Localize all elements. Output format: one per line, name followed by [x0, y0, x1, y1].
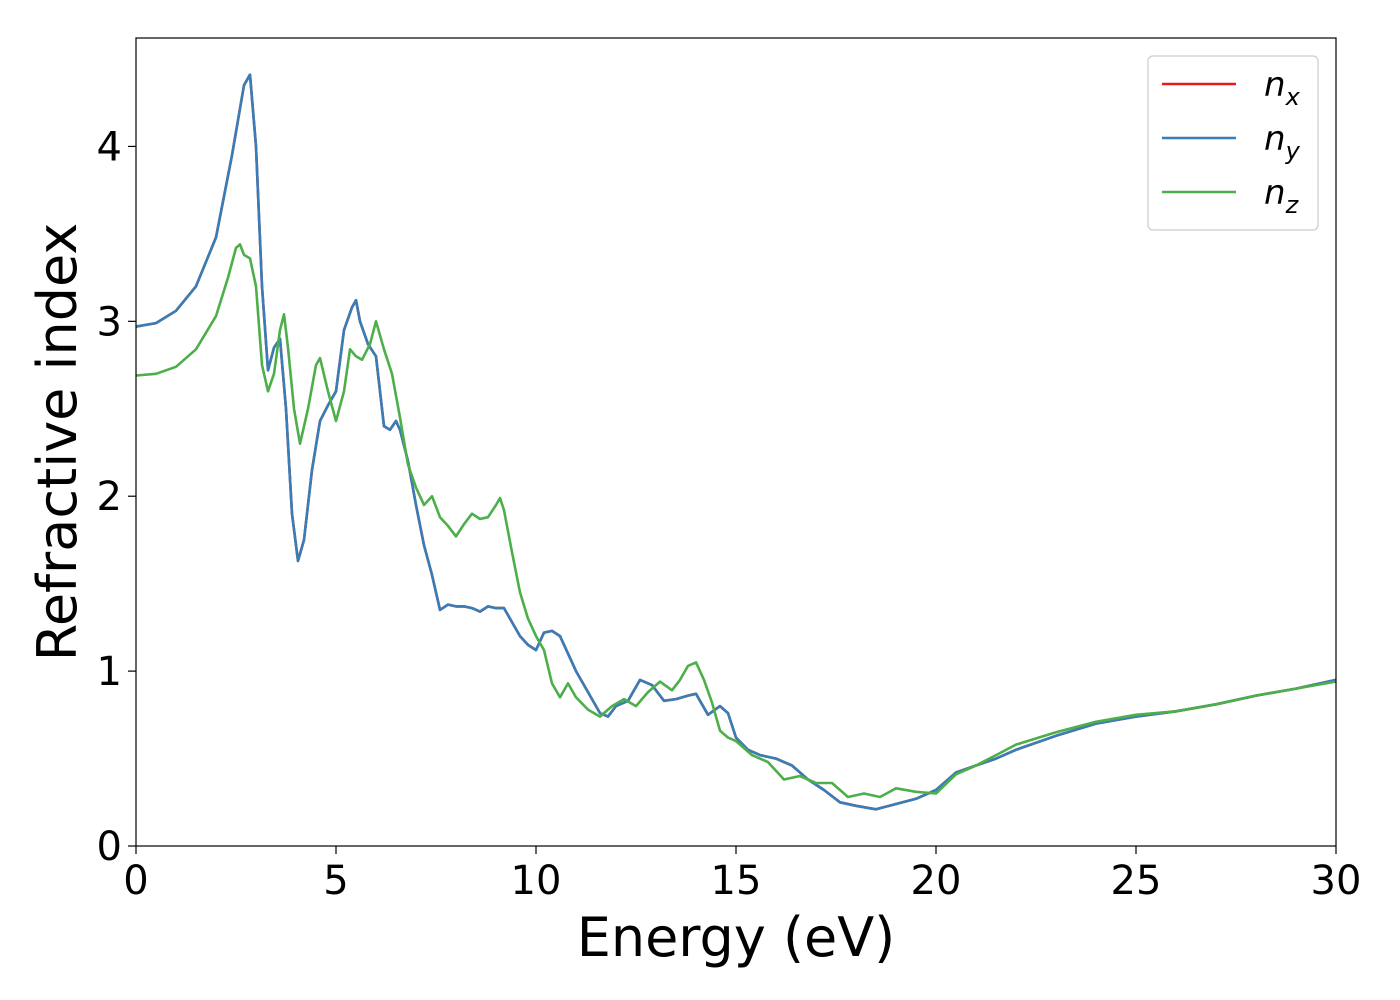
x-tick-label: 20: [911, 858, 962, 904]
legend-label-ny: ny: [1264, 119, 1301, 165]
legend-label-nx: nx: [1264, 65, 1301, 111]
x-tick-label: 10: [511, 858, 562, 904]
y-tick-label: 4: [97, 124, 122, 170]
series-line-nz: [136, 243, 1336, 799]
y-tick-label: 0: [97, 824, 122, 870]
x-tick-label: 15: [711, 858, 762, 904]
y-tick-label: 2: [97, 474, 122, 520]
x-tick-label: 5: [323, 858, 348, 904]
series-line-ny: [136, 73, 1336, 811]
legend-box: [1147, 55, 1319, 231]
x-axis-label: Energy (eV): [577, 906, 896, 969]
x-tick-label: 25: [1111, 858, 1162, 904]
y-axis-label: Refractive index: [26, 223, 89, 662]
x-tick-label: 0: [123, 858, 148, 904]
plot-area-frame: [135, 37, 1337, 847]
axis-layer: 0 5 10 15 20 25 30 0 1 2 3 4: [97, 124, 1362, 904]
series-layer: [136, 73, 1336, 811]
y-tick-label: 1: [97, 649, 122, 695]
y-tick-label: 3: [97, 299, 122, 345]
x-tick-label: 30: [1311, 858, 1362, 904]
